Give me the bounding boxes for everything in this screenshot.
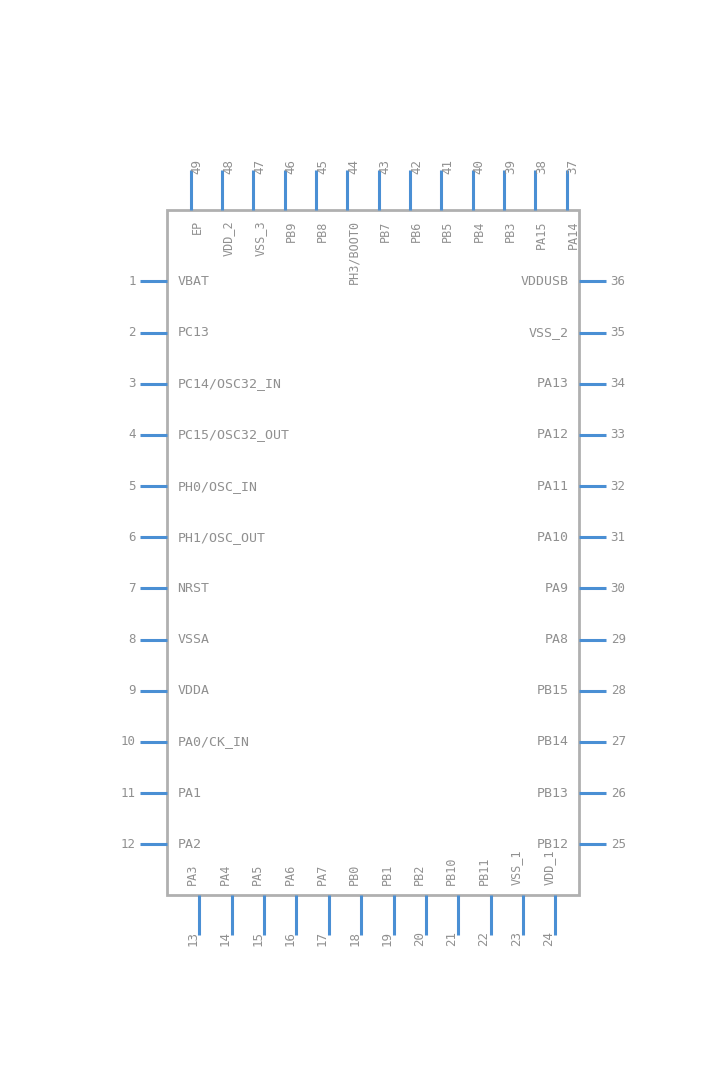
- Text: 22: 22: [478, 930, 491, 945]
- Text: PC14/OSC32_IN: PC14/OSC32_IN: [178, 378, 281, 391]
- Text: 10: 10: [121, 735, 135, 749]
- Text: VDD_2: VDD_2: [222, 220, 235, 256]
- Text: PB3: PB3: [504, 220, 517, 242]
- Text: PA11: PA11: [537, 480, 569, 493]
- Text: 39: 39: [504, 159, 517, 174]
- Text: PB10: PB10: [446, 856, 458, 885]
- Text: 35: 35: [611, 326, 625, 339]
- Text: 28: 28: [611, 684, 625, 697]
- Text: PA8: PA8: [545, 633, 569, 646]
- Text: PA1: PA1: [178, 787, 202, 800]
- Text: PA5: PA5: [251, 863, 264, 885]
- Text: PA2: PA2: [178, 838, 202, 851]
- Text: PB13: PB13: [537, 787, 569, 800]
- Text: 42: 42: [410, 159, 423, 174]
- Text: 46: 46: [285, 159, 298, 174]
- Text: PB1: PB1: [381, 863, 394, 885]
- Text: 38: 38: [535, 159, 548, 174]
- Text: 17: 17: [316, 930, 329, 945]
- Text: 20: 20: [413, 930, 426, 945]
- Text: PA7: PA7: [316, 863, 329, 885]
- Text: 26: 26: [611, 787, 625, 800]
- Text: 25: 25: [611, 838, 625, 851]
- Text: 4: 4: [128, 429, 135, 442]
- Text: VSSA: VSSA: [178, 633, 210, 646]
- Text: 5: 5: [128, 480, 135, 493]
- Text: 32: 32: [611, 480, 625, 493]
- Text: 18: 18: [348, 930, 361, 945]
- Text: PA3: PA3: [186, 863, 199, 885]
- Text: PA0/CK_IN: PA0/CK_IN: [178, 735, 249, 749]
- Text: VDDA: VDDA: [178, 684, 210, 697]
- Text: VSS_2: VSS_2: [529, 326, 569, 339]
- Text: 16: 16: [283, 930, 296, 945]
- Text: PA9: PA9: [545, 582, 569, 595]
- Text: PA12: PA12: [537, 429, 569, 442]
- Text: 44: 44: [347, 159, 360, 174]
- Text: 29: 29: [611, 633, 625, 646]
- Text: EP: EP: [191, 220, 204, 234]
- Text: 19: 19: [381, 930, 394, 945]
- Text: PB6: PB6: [410, 220, 423, 242]
- Text: 27: 27: [611, 735, 625, 749]
- Text: 41: 41: [441, 159, 454, 174]
- Text: NRST: NRST: [178, 582, 210, 595]
- Text: VSS_1: VSS_1: [510, 849, 523, 885]
- Text: 45: 45: [316, 159, 329, 174]
- Text: PH1/OSC_OUT: PH1/OSC_OUT: [178, 531, 265, 544]
- Text: 1: 1: [128, 275, 135, 288]
- Text: 7: 7: [128, 582, 135, 595]
- Text: 3: 3: [128, 378, 135, 391]
- Text: 48: 48: [222, 159, 235, 174]
- Text: 21: 21: [446, 930, 458, 945]
- Text: 8: 8: [128, 633, 135, 646]
- Text: 49: 49: [191, 159, 204, 174]
- Text: 33: 33: [611, 429, 625, 442]
- Text: PA14: PA14: [566, 220, 579, 249]
- Text: PB11: PB11: [478, 856, 491, 885]
- Text: PB9: PB9: [285, 220, 298, 242]
- Text: PB8: PB8: [316, 220, 329, 242]
- Text: 47: 47: [253, 159, 266, 174]
- Text: 6: 6: [128, 531, 135, 544]
- Text: PA10: PA10: [537, 531, 569, 544]
- Text: 9: 9: [128, 684, 135, 697]
- Text: 11: 11: [121, 787, 135, 800]
- Text: 23: 23: [510, 930, 523, 945]
- Text: PA6: PA6: [283, 863, 296, 885]
- Text: PB7: PB7: [379, 220, 392, 242]
- Text: VSS_3: VSS_3: [253, 220, 266, 256]
- Text: PA13: PA13: [537, 378, 569, 391]
- Text: PB5: PB5: [441, 220, 454, 242]
- Text: PB4: PB4: [472, 220, 486, 242]
- Text: PB12: PB12: [537, 838, 569, 851]
- Text: 43: 43: [379, 159, 392, 174]
- Text: 24: 24: [542, 930, 555, 945]
- Text: PA15: PA15: [535, 220, 548, 249]
- Text: PB0: PB0: [348, 863, 361, 885]
- Bar: [167, 210, 579, 894]
- Text: PH0/OSC_IN: PH0/OSC_IN: [178, 480, 257, 493]
- Text: PC13: PC13: [178, 326, 210, 339]
- Text: PB14: PB14: [537, 735, 569, 749]
- Text: PC15/OSC32_OUT: PC15/OSC32_OUT: [178, 429, 289, 442]
- Text: 30: 30: [611, 582, 625, 595]
- Text: VDD_1: VDD_1: [542, 849, 555, 885]
- Text: 40: 40: [472, 159, 486, 174]
- Text: 14: 14: [218, 930, 232, 945]
- Text: 13: 13: [186, 930, 199, 945]
- Text: 34: 34: [611, 378, 625, 391]
- Text: 15: 15: [251, 930, 264, 945]
- Text: 36: 36: [611, 275, 625, 288]
- Text: PH3/BOOT0: PH3/BOOT0: [347, 220, 360, 284]
- Text: 2: 2: [128, 326, 135, 339]
- Text: PA4: PA4: [218, 863, 232, 885]
- Text: PB2: PB2: [413, 863, 426, 885]
- Text: VBAT: VBAT: [178, 275, 210, 288]
- Text: 37: 37: [566, 159, 579, 174]
- Text: VDDUSB: VDDUSB: [521, 275, 569, 288]
- Text: 12: 12: [121, 838, 135, 851]
- Text: PB15: PB15: [537, 684, 569, 697]
- Text: 31: 31: [611, 531, 625, 544]
